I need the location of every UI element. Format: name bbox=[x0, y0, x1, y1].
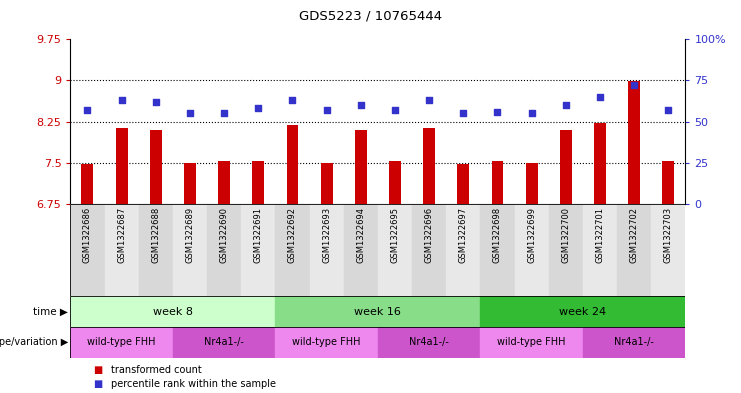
Bar bbox=[310, 204, 344, 296]
Bar bbox=[446, 204, 480, 296]
Text: Nr4a1-/-: Nr4a1-/- bbox=[205, 337, 244, 347]
Bar bbox=[70, 296, 276, 327]
Text: GSM1322698: GSM1322698 bbox=[493, 207, 502, 263]
Bar bbox=[662, 161, 674, 204]
Bar bbox=[651, 204, 685, 296]
Text: GSM1322702: GSM1322702 bbox=[630, 207, 639, 263]
Bar bbox=[242, 204, 276, 296]
Bar bbox=[525, 163, 538, 204]
Text: GSM1322694: GSM1322694 bbox=[356, 207, 365, 263]
Point bbox=[355, 102, 367, 108]
Text: GSM1322699: GSM1322699 bbox=[527, 207, 536, 263]
Text: GDS5223 / 10765444: GDS5223 / 10765444 bbox=[299, 10, 442, 23]
Text: week 8: week 8 bbox=[153, 307, 193, 317]
Bar bbox=[480, 296, 685, 327]
Bar bbox=[480, 204, 514, 296]
Bar bbox=[139, 204, 173, 296]
Bar bbox=[355, 130, 367, 204]
Bar bbox=[150, 130, 162, 204]
Text: GSM1322686: GSM1322686 bbox=[83, 207, 92, 263]
Text: percentile rank within the sample: percentile rank within the sample bbox=[111, 379, 276, 389]
Bar bbox=[583, 327, 685, 358]
Text: week 24: week 24 bbox=[559, 307, 606, 317]
Bar bbox=[207, 204, 242, 296]
Bar bbox=[583, 204, 617, 296]
Point bbox=[82, 107, 93, 113]
Bar bbox=[173, 327, 276, 358]
Point bbox=[662, 107, 674, 113]
Bar bbox=[104, 204, 139, 296]
Text: wild-type FHH: wild-type FHH bbox=[87, 337, 156, 347]
Text: GSM1322687: GSM1322687 bbox=[117, 207, 126, 263]
Bar bbox=[378, 327, 480, 358]
Bar bbox=[457, 164, 469, 204]
Bar bbox=[491, 161, 503, 204]
Bar bbox=[253, 161, 265, 204]
Text: GSM1322690: GSM1322690 bbox=[219, 207, 229, 263]
Bar bbox=[276, 296, 480, 327]
Text: transformed count: transformed count bbox=[111, 365, 202, 375]
Point bbox=[491, 108, 503, 115]
Bar bbox=[276, 204, 310, 296]
Bar bbox=[423, 128, 435, 204]
Bar bbox=[70, 204, 104, 296]
Bar bbox=[70, 327, 173, 358]
Point bbox=[150, 99, 162, 105]
Point bbox=[116, 97, 127, 103]
Point bbox=[560, 102, 572, 108]
Bar bbox=[116, 128, 127, 204]
Bar bbox=[480, 327, 583, 358]
Text: ■: ■ bbox=[93, 379, 102, 389]
Point bbox=[184, 110, 196, 117]
Text: GSM1322689: GSM1322689 bbox=[185, 207, 194, 263]
Text: time ▶: time ▶ bbox=[33, 307, 68, 317]
Text: GSM1322701: GSM1322701 bbox=[596, 207, 605, 263]
Text: GSM1322688: GSM1322688 bbox=[151, 207, 160, 263]
Text: ■: ■ bbox=[93, 365, 102, 375]
Bar bbox=[184, 163, 196, 204]
Bar bbox=[287, 125, 299, 204]
Text: GSM1322692: GSM1322692 bbox=[288, 207, 297, 263]
Point bbox=[423, 97, 435, 103]
Bar bbox=[321, 163, 333, 204]
Text: GSM1322700: GSM1322700 bbox=[562, 207, 571, 263]
Text: GSM1322691: GSM1322691 bbox=[254, 207, 263, 263]
Text: GSM1322703: GSM1322703 bbox=[664, 207, 673, 263]
Bar bbox=[82, 164, 93, 204]
Point bbox=[526, 110, 538, 117]
Text: genotype/variation ▶: genotype/variation ▶ bbox=[0, 337, 68, 347]
Bar bbox=[173, 204, 207, 296]
Bar bbox=[628, 81, 640, 204]
Bar bbox=[276, 327, 378, 358]
Text: GSM1322696: GSM1322696 bbox=[425, 207, 433, 263]
Text: GSM1322697: GSM1322697 bbox=[459, 207, 468, 263]
Bar bbox=[389, 161, 401, 204]
Bar bbox=[344, 204, 378, 296]
Text: week 16: week 16 bbox=[354, 307, 402, 317]
Text: wild-type FHH: wild-type FHH bbox=[293, 337, 361, 347]
Bar bbox=[549, 204, 583, 296]
Point bbox=[594, 94, 606, 100]
Bar bbox=[218, 161, 230, 204]
Point bbox=[253, 105, 265, 112]
Text: wild-type FHH: wild-type FHH bbox=[497, 337, 566, 347]
Bar bbox=[560, 130, 572, 204]
Point bbox=[628, 82, 640, 88]
Text: Nr4a1-/-: Nr4a1-/- bbox=[409, 337, 449, 347]
Text: Nr4a1-/-: Nr4a1-/- bbox=[614, 337, 654, 347]
Point bbox=[389, 107, 401, 113]
Point bbox=[287, 97, 299, 103]
Text: GSM1322693: GSM1322693 bbox=[322, 207, 331, 263]
Bar bbox=[617, 204, 651, 296]
Point bbox=[457, 110, 469, 117]
Bar bbox=[594, 123, 606, 204]
Bar bbox=[514, 204, 549, 296]
Point bbox=[218, 110, 230, 117]
Point bbox=[321, 107, 333, 113]
Text: GSM1322695: GSM1322695 bbox=[391, 207, 399, 263]
Bar bbox=[412, 204, 446, 296]
Bar bbox=[378, 204, 412, 296]
